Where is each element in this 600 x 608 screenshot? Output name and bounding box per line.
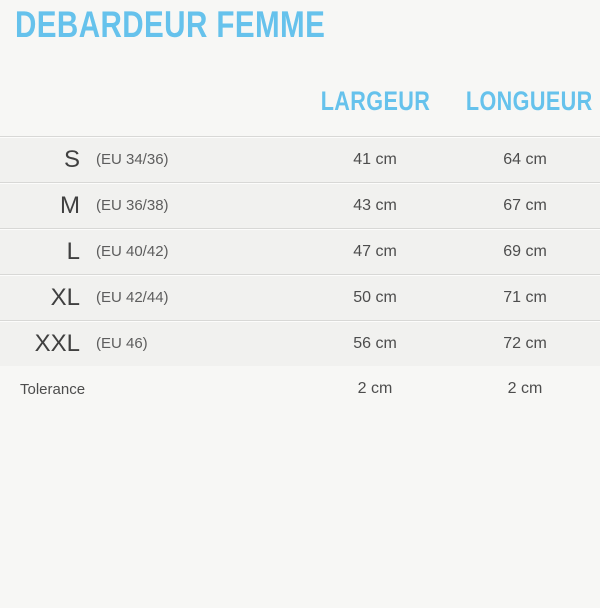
size-cell: S (63, 145, 80, 173)
size-cell: L (66, 237, 80, 265)
table-row-m: M (EU 36/38) 43 cm 67 cm (0, 182, 600, 228)
largeur-cell: 41 cm (353, 150, 397, 168)
size-chart-page: DEBARDEUR FEMME LARGEUR LONGUEUR S (EU 3… (0, 4, 600, 608)
tolerance-largeur-cell: 2 cm (357, 380, 393, 397)
longueur-cell: 69 cm (503, 242, 547, 260)
eu-size-cell: (EU 34/36) (96, 151, 169, 168)
largeur-cell: 56 cm (353, 334, 397, 352)
longueur-cell: 72 cm (503, 334, 547, 352)
eu-size-cell: (EU 40/42) (96, 243, 169, 260)
column-header-row: LARGEUR LONGUEUR (0, 86, 600, 116)
table-row-xxl: XXL (EU 46) 56 cm 72 cm (0, 320, 600, 366)
size-table: S (EU 34/36) 41 cm 64 cm M (EU 36/38) 43… (0, 136, 600, 412)
longueur-cell: 67 cm (503, 196, 547, 214)
longueur-cell: 71 cm (503, 288, 547, 306)
largeur-cell: 43 cm (353, 196, 397, 214)
column-header-largeur: LARGEUR (320, 86, 430, 116)
page-title-text: DEBARDEUR FEMME (15, 4, 326, 45)
eu-size-cell: (EU 36/38) (96, 197, 169, 214)
size-cell: XL (50, 283, 80, 311)
column-header-longueur: LONGUEUR (465, 86, 593, 116)
largeur-cell: 50 cm (353, 288, 397, 306)
table-row-xl: XL (EU 42/44) 50 cm 71 cm (0, 274, 600, 320)
size-cell: XXL (34, 329, 80, 357)
table-row-l: L (EU 40/42) 47 cm 69 cm (0, 228, 600, 274)
longueur-cell: 64 cm (503, 150, 547, 168)
table-row-s: S (EU 34/36) 41 cm 64 cm (0, 136, 600, 182)
size-cell: M (60, 191, 80, 219)
tolerance-longueur-cell: 2 cm (507, 380, 543, 397)
tolerance-row: Tolerance 2 cm 2 cm (0, 366, 600, 412)
tolerance-label: Tolerance (20, 380, 86, 398)
largeur-cell: 47 cm (353, 242, 397, 260)
eu-size-cell: (EU 42/44) (96, 289, 169, 306)
page-title: DEBARDEUR FEMME (15, 4, 600, 45)
eu-size-cell: (EU 46) (96, 335, 148, 352)
